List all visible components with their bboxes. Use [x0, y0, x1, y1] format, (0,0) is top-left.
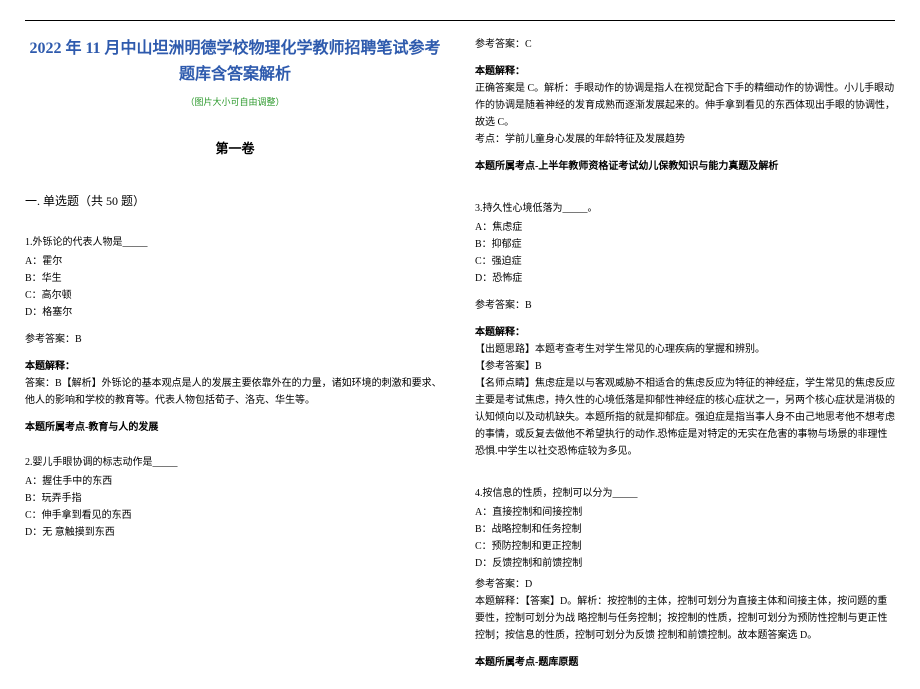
- answer-label: 参考答案：B: [25, 331, 445, 348]
- option-b: B：华生: [25, 270, 445, 287]
- option-d: D：格塞尔: [25, 304, 445, 321]
- question-3: 3.持久性心境低落为_____。 A：焦虑症 B：抑郁症 C：强迫症 D：恐怖症…: [475, 200, 895, 460]
- top-divider: [25, 20, 895, 21]
- explain-text: 正确答案是 C。解析：手眼动作的协调是指人在视觉配合下手的精细动作的协调性。小儿…: [475, 80, 895, 131]
- option-b: B：抑郁症: [475, 236, 895, 253]
- option-d: D：无 意触摸到东西: [25, 524, 445, 541]
- document-title: 2022 年 11 月中山坦洲明德学校物理化学教师招聘笔试参考题库含答案解析: [25, 36, 445, 87]
- option-c: C：伸手拿到看见的东西: [25, 507, 445, 524]
- option-b: B：战略控制和任务控制: [475, 521, 895, 538]
- explain-line-2: 【参考答案】B: [475, 358, 895, 375]
- option-d: D：反馈控制和前馈控制: [475, 555, 895, 572]
- option-a: A：霍尔: [25, 253, 445, 270]
- question-text: 2.婴儿手眼协调的标志动作是_____: [25, 454, 445, 471]
- section-heading: 第一卷: [25, 138, 445, 157]
- option-d: D：恐怖症: [475, 270, 895, 287]
- question-2-continued: 参考答案：C 本题解释： 正确答案是 C。解析：手眼动作的协调是指人在视觉配合下…: [475, 36, 895, 175]
- explain-text: 答案：B【解析】外铄论的基本观点是人的发展主要依靠外在的力量，诸如环境的刺激和要…: [25, 375, 445, 409]
- explain-text: 本题解释：【答案】D。解析：按控制的主体，控制可划分为直接主体和间接主体，按问题…: [475, 593, 895, 644]
- topic-label: 本题所属考点-上半年教师资格证考试幼儿保教知识与能力真题及解析: [475, 158, 895, 175]
- left-column: 2022 年 11 月中山坦洲明德学校物理化学教师招聘笔试参考题库含答案解析 （…: [25, 36, 445, 689]
- explain-label: 本题解释：: [475, 63, 895, 80]
- option-b: B：玩弄手指: [25, 490, 445, 507]
- content-columns: 2022 年 11 月中山坦洲明德学校物理化学教师招聘笔试参考题库含答案解析 （…: [25, 36, 895, 689]
- option-c: C：强迫症: [475, 253, 895, 270]
- answer-label: 参考答案：D: [475, 576, 895, 593]
- explain-line-3: 【名师点睛】焦虑症是以与客观威胁不相适合的焦虑反应为特征的神经症，学生常见的焦虑…: [475, 375, 895, 460]
- explain-extra: 考点：学前儿童身心发展的年龄特征及发展趋势: [475, 131, 895, 148]
- category-heading: 一. 单选题（共 50 题）: [25, 192, 445, 209]
- option-a: A：焦虑症: [475, 219, 895, 236]
- option-a: A：直接控制和间接控制: [475, 504, 895, 521]
- question-text: 3.持久性心境低落为_____。: [475, 200, 895, 217]
- question-text: 4.按信息的性质，控制可以分为_____: [475, 485, 895, 502]
- right-column: 参考答案：C 本题解释： 正确答案是 C。解析：手眼动作的协调是指人在视觉配合下…: [475, 36, 895, 689]
- answer-label: 参考答案：B: [475, 297, 895, 314]
- topic-label: 本题所属考点-教育与人的发展: [25, 419, 445, 436]
- explain-label: 本题解释：: [25, 358, 445, 375]
- question-4: 4.按信息的性质，控制可以分为_____ A：直接控制和间接控制 B：战略控制和…: [475, 485, 895, 671]
- document-subtitle: （图片大小可自由调整）: [25, 95, 445, 108]
- explain-line-1: 【出题思路】本题考查考生对学生常见的心理疾病的掌握和辨别。: [475, 341, 895, 358]
- question-2: 2.婴儿手眼协调的标志动作是_____ A：握住手中的东西 B：玩弄手指 C：伸…: [25, 454, 445, 541]
- explain-label: 本题解释：: [475, 324, 895, 341]
- question-text: 1.外铄论的代表人物是_____: [25, 234, 445, 251]
- option-c: C：预防控制和更正控制: [475, 538, 895, 555]
- answer-label: 参考答案：C: [475, 36, 895, 53]
- question-1: 1.外铄论的代表人物是_____ A：霍尔 B：华生 C：高尔顿 D：格塞尔 参…: [25, 234, 445, 436]
- topic-label: 本题所属考点-题库原题: [475, 654, 895, 671]
- option-a: A：握住手中的东西: [25, 473, 445, 490]
- option-c: C：高尔顿: [25, 287, 445, 304]
